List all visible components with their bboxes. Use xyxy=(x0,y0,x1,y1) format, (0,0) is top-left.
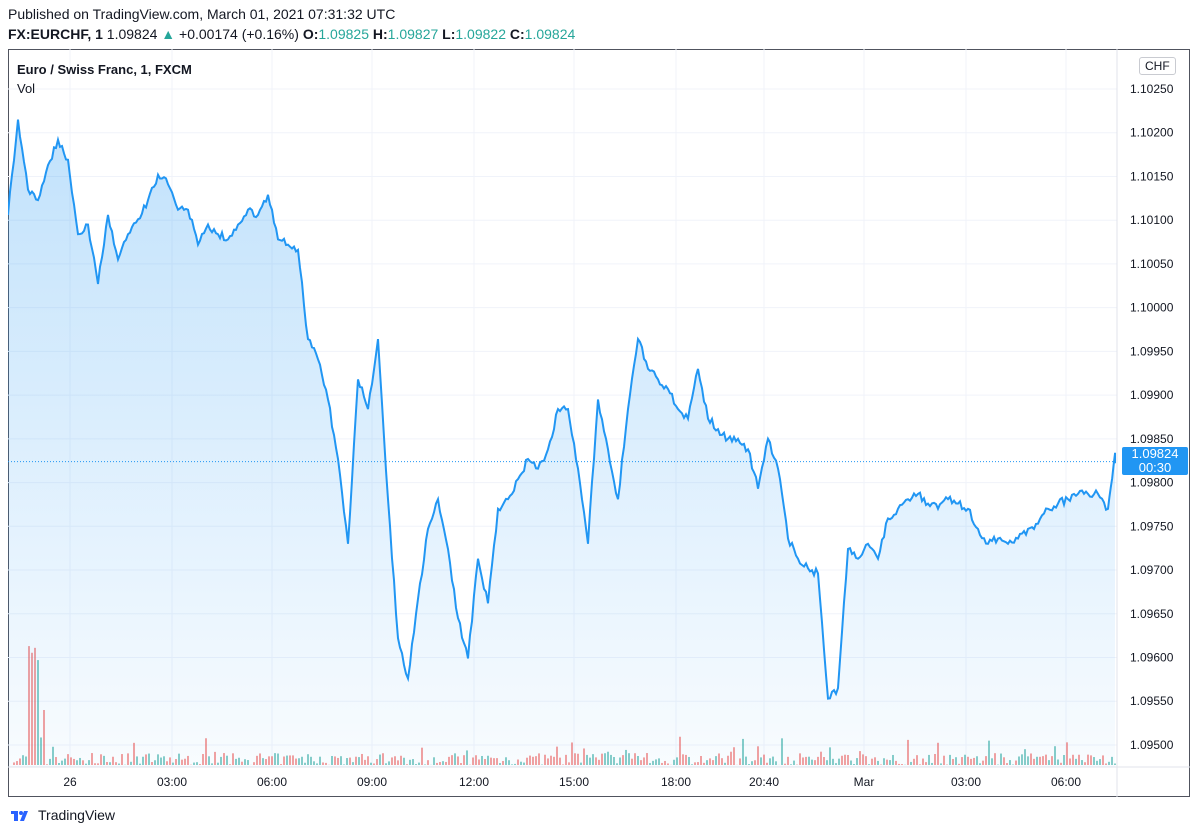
x-tick-label: 15:00 xyxy=(559,775,589,789)
chart-legend: Euro / Swiss Franc, 1, FXCM Vol xyxy=(17,60,192,98)
current-price-label: 1.09824 00:30 xyxy=(1122,447,1188,475)
y-tick-label: 1.10150 xyxy=(1130,169,1174,183)
y-tick-label: 1.09850 xyxy=(1130,432,1174,446)
x-tick-label: 03:00 xyxy=(951,775,981,789)
tradingview-logo-icon xyxy=(11,811,28,821)
open-value: 1.09825 xyxy=(318,26,369,42)
y-tick-label: 1.09950 xyxy=(1130,344,1174,358)
change: +0.00174 (+0.16%) xyxy=(179,26,299,42)
y-tick-label: 1.10000 xyxy=(1130,301,1174,315)
y-tick-label: 1.09750 xyxy=(1130,519,1174,533)
x-tick-label: 03:00 xyxy=(157,775,187,789)
quote-line: FX:EURCHF, 1 1.09824 ▲ +0.00174 (+0.16%)… xyxy=(8,26,575,42)
y-tick-label: 1.09550 xyxy=(1130,694,1174,708)
y-tick-label: 1.09500 xyxy=(1130,738,1174,752)
close-value: 1.09824 xyxy=(524,26,576,42)
currency-button[interactable]: CHF xyxy=(1139,57,1176,75)
up-arrow-icon: ▲ xyxy=(161,26,176,42)
volume-label: Vol xyxy=(17,81,36,96)
x-tick-label: 26 xyxy=(63,775,77,789)
y-tick-label: 1.10250 xyxy=(1130,82,1174,96)
x-tick-label: 09:00 xyxy=(357,775,387,789)
x-tick-label: 06:00 xyxy=(1051,775,1081,789)
price-area xyxy=(8,119,1115,768)
series-title: Euro / Swiss Franc, 1, FXCM xyxy=(17,62,192,77)
published-info: Published on TradingView.com, March 01, … xyxy=(8,6,396,22)
y-tick-label: 1.09600 xyxy=(1130,650,1174,664)
price-chart[interactable]: 1.10250 1.10200 1.10150 1.10100 1.10050 1.100… xyxy=(8,49,1190,797)
price-line xyxy=(8,119,1116,700)
open-label: O: xyxy=(302,26,319,42)
x-tick-label: 20:40 xyxy=(749,775,779,789)
low-label: L: xyxy=(442,26,456,42)
last-price: 1.09824 xyxy=(106,26,158,42)
y-tick-label: 1.10200 xyxy=(1130,126,1174,140)
x-tick-label: 12:00 xyxy=(459,775,489,789)
x-tick-label: 06:00 xyxy=(257,775,287,789)
close-label: C: xyxy=(509,26,525,42)
y-tick-label: 1.09900 xyxy=(1130,388,1174,402)
current-price: 1.09824 xyxy=(1131,447,1179,461)
x-tick-label: 18:00 xyxy=(661,775,691,789)
symbol: FX:EURCHF, 1 xyxy=(8,26,103,42)
y-tick-label: 1.09650 xyxy=(1130,607,1174,621)
high-value: 1.09827 xyxy=(387,26,439,42)
y-tick-label: 1.10100 xyxy=(1130,213,1174,227)
bar-countdown: 00:30 xyxy=(1138,460,1172,475)
high-label: H: xyxy=(372,26,388,42)
x-tick-label: Mar xyxy=(854,775,875,789)
y-tick-label: 1.10050 xyxy=(1130,257,1174,271)
brand-name: TradingView xyxy=(38,807,116,823)
y-tick-label: 1.09700 xyxy=(1130,563,1174,577)
tradingview-logo[interactable]: TradingView xyxy=(10,807,115,823)
low-value: 1.09822 xyxy=(455,26,506,42)
y-tick-label: 1.09800 xyxy=(1130,476,1174,490)
